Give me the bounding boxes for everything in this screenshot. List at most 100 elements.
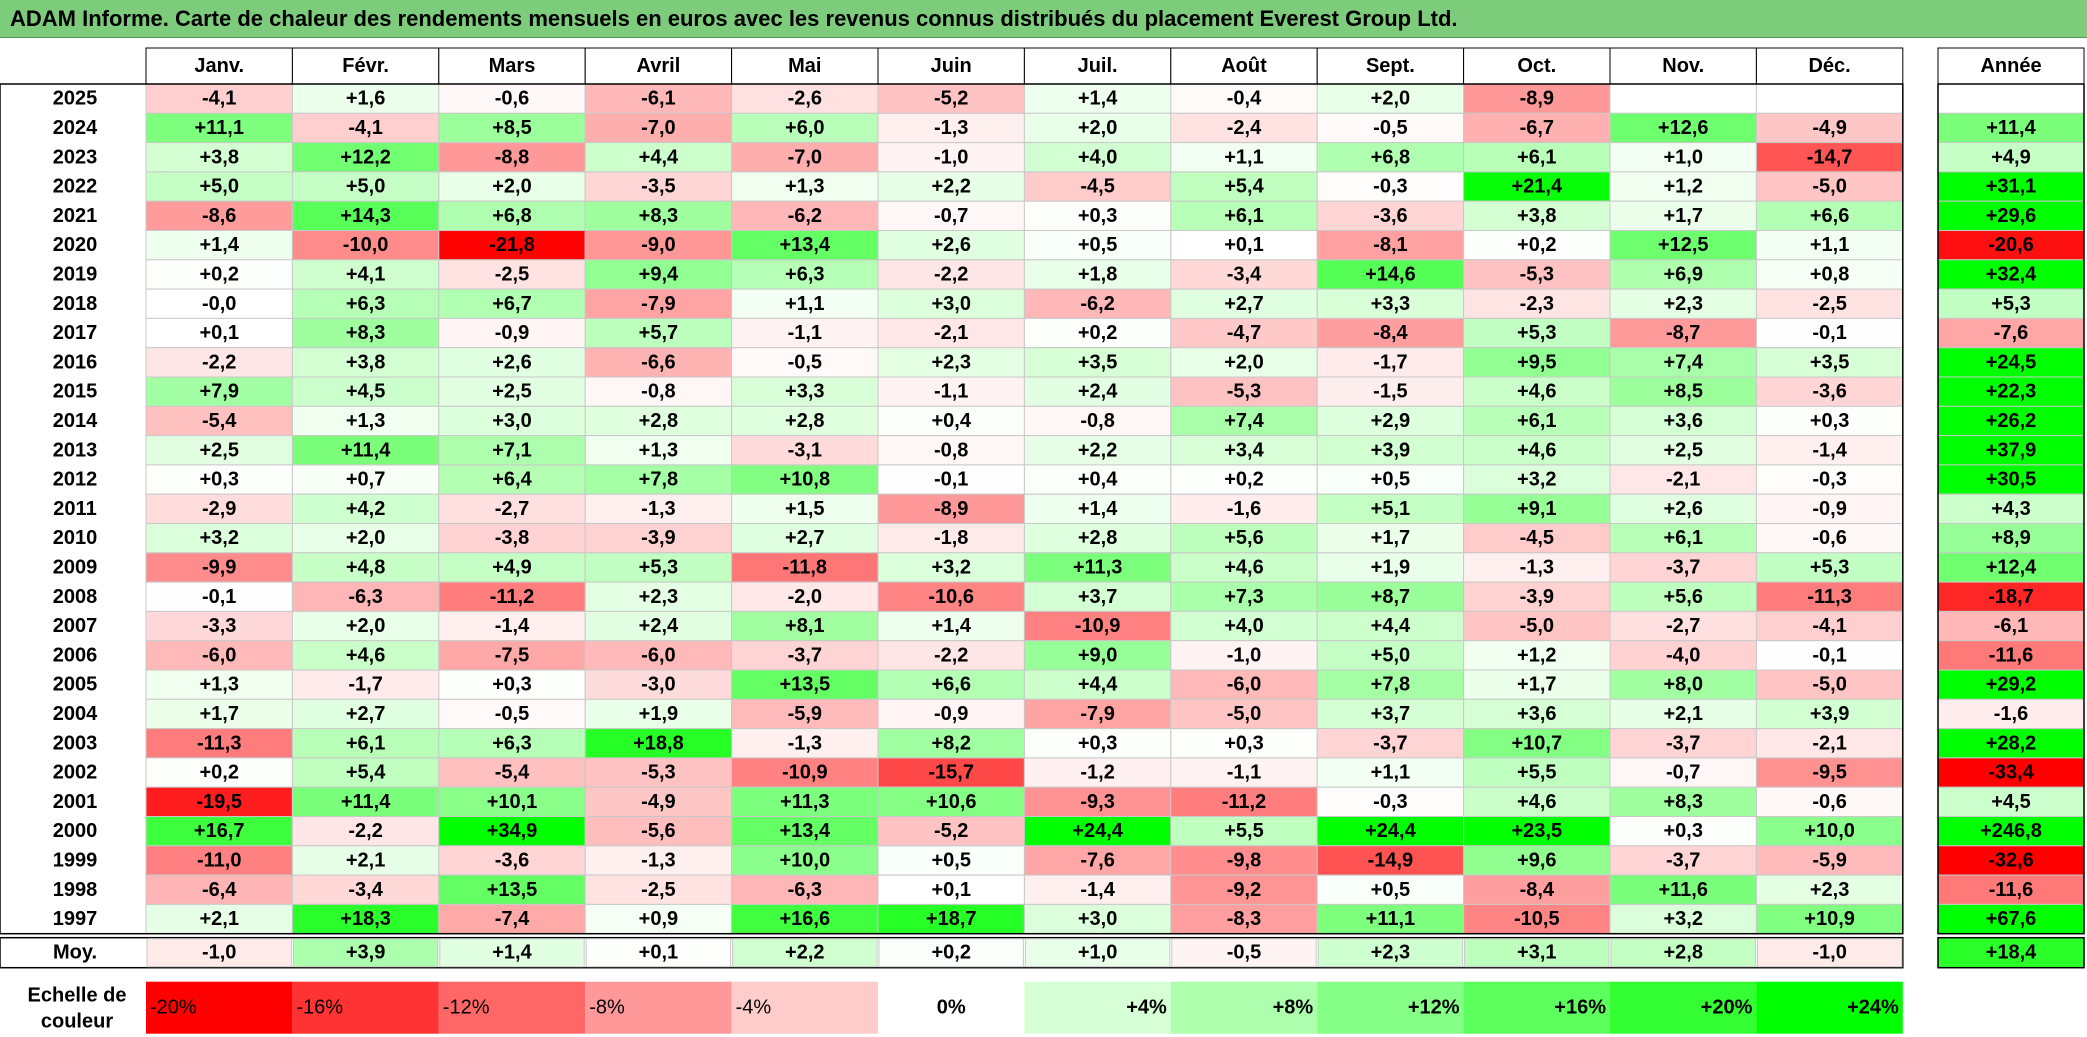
annual-cell <box>1937 698 2085 730</box>
cell-value: +2,0 <box>492 176 531 198</box>
heatmap-cell <box>584 200 733 231</box>
cell-value: +34,9 <box>487 820 538 842</box>
year-label: 2000 <box>53 820 98 842</box>
cell-value: +5,3 <box>639 556 678 578</box>
year-label: 2011 <box>53 498 96 520</box>
annual-cell <box>1937 376 2085 407</box>
cell-value: -2,5 <box>1812 293 1846 315</box>
cell-value: -4,1 <box>1812 615 1846 637</box>
cell-value: +3,0 <box>1078 908 1117 930</box>
cell-value: +1,3 <box>639 439 678 461</box>
year-label: 2002 <box>53 762 98 784</box>
cell-value: -2,0 <box>788 586 822 608</box>
average-annual-cell <box>1937 936 2085 969</box>
cell-value: -6,3 <box>348 586 382 608</box>
heatmap-cell <box>1170 728 1318 759</box>
cell-value: +9,0 <box>1078 644 1117 666</box>
heatmap-cell <box>1170 435 1318 466</box>
scale-stop-label: +4% <box>1126 997 1167 1019</box>
year-label: 1998 <box>53 879 98 901</box>
cell-value: +9,4 <box>639 263 679 285</box>
cell-value: -11,0 <box>197 849 241 871</box>
cell-value: +1,4 <box>931 615 971 637</box>
cell-value: -6,3 <box>788 879 822 901</box>
heatmap-cell <box>1316 171 1465 202</box>
year-label: 1999 <box>53 849 98 871</box>
cell-value: -3,6 <box>1812 381 1846 403</box>
cell-value: -0,3 <box>1373 176 1407 198</box>
heatmap-cell <box>438 552 586 583</box>
cell-value: +4,6 <box>1517 381 1556 403</box>
cell-value: +18,7 <box>926 908 977 930</box>
cell-value: +24,4 <box>1365 820 1416 842</box>
annual-value: +32,4 <box>1986 263 2037 285</box>
cell-value: -1,7 <box>1373 351 1407 373</box>
cell-value: +0,3 <box>199 469 238 491</box>
cell-value: -0,0 <box>202 293 236 315</box>
heatmap-cell <box>1463 376 1611 407</box>
annual-value: +4,3 <box>1991 498 2030 520</box>
heatmap-cell <box>731 493 879 525</box>
annual-value: +37,9 <box>1986 439 2037 461</box>
cell-value: +2,7 <box>346 703 385 725</box>
cell-value: -7,9 <box>1080 703 1114 725</box>
heatmap-cell <box>1609 288 1757 319</box>
annual-value: -33,4 <box>1988 762 2034 784</box>
cell-value: +2,0 <box>1078 117 1117 139</box>
heatmap-cell <box>731 435 879 466</box>
cell-value: +10,6 <box>926 791 977 813</box>
year-label: 2014 <box>53 410 98 432</box>
cell-value: +1,1 <box>1224 146 1263 168</box>
cell-value: -10,0 <box>343 234 389 256</box>
heatmap-cell <box>1463 317 1611 349</box>
heatmap-cell <box>1023 435 1172 466</box>
heatmap-cell <box>438 698 586 730</box>
column-header-label: Août <box>1221 55 1267 77</box>
cell-value: +18,8 <box>633 732 684 754</box>
cell-value: -0,5 <box>1373 117 1407 139</box>
cell-value: +5,3 <box>1810 556 1849 578</box>
cell-value: +5,7 <box>639 322 678 344</box>
heatmap-cell <box>1170 816 1318 847</box>
heatmap-cell <box>731 874 879 905</box>
heatmap-cell <box>145 552 293 583</box>
cell-value: +0,3 <box>1078 205 1117 227</box>
cell-value: +2,0 <box>1371 88 1410 110</box>
cell-value: +1,3 <box>199 674 238 696</box>
column-header-label: Avril <box>637 55 681 77</box>
cell-value: +3,0 <box>931 293 970 315</box>
heatmap-cell <box>291 112 440 144</box>
cell-value: -4,5 <box>1080 176 1114 198</box>
cell-value: -6,6 <box>641 351 675 373</box>
cell-value: -3,9 <box>641 527 675 549</box>
heatmap-cell <box>1170 347 1318 378</box>
cell-value: -10,5 <box>1514 908 1560 930</box>
cell-value: +10,9 <box>1804 908 1855 930</box>
cell-value: -4,0 <box>1666 644 1700 666</box>
heatmap-cell <box>1170 874 1318 905</box>
year-label: 2019 <box>53 263 98 285</box>
cell-value: -5,2 <box>934 820 968 842</box>
column-header-label: Mars <box>489 55 536 77</box>
cell-value: -3,4 <box>348 879 383 901</box>
cell-value: -11,8 <box>783 556 827 578</box>
cell-value: -3,7 <box>1373 732 1407 754</box>
cell-value: +1,8 <box>1078 263 1117 285</box>
cell-value: +0,8 <box>1810 263 1849 285</box>
column-header-cell <box>877 47 1025 85</box>
heatmap-cell <box>1316 259 1465 290</box>
cell-value: -2,3 <box>1520 293 1554 315</box>
heatmap-cell <box>584 317 733 349</box>
cell-value: +3,5 <box>1810 351 1849 373</box>
heatmap-cell <box>438 376 586 407</box>
heatmap-cell <box>584 610 733 642</box>
cell-value: -2,2 <box>348 820 382 842</box>
average-cell <box>146 938 292 968</box>
cell-value: +4,0 <box>1078 146 1117 168</box>
heatmap-cell <box>438 317 586 349</box>
column-header-cell <box>438 47 586 85</box>
cell-value: +3,2 <box>1517 469 1556 491</box>
scale-stop-label: -20% <box>150 997 197 1019</box>
annual-value: -11,6 <box>1989 879 2033 901</box>
